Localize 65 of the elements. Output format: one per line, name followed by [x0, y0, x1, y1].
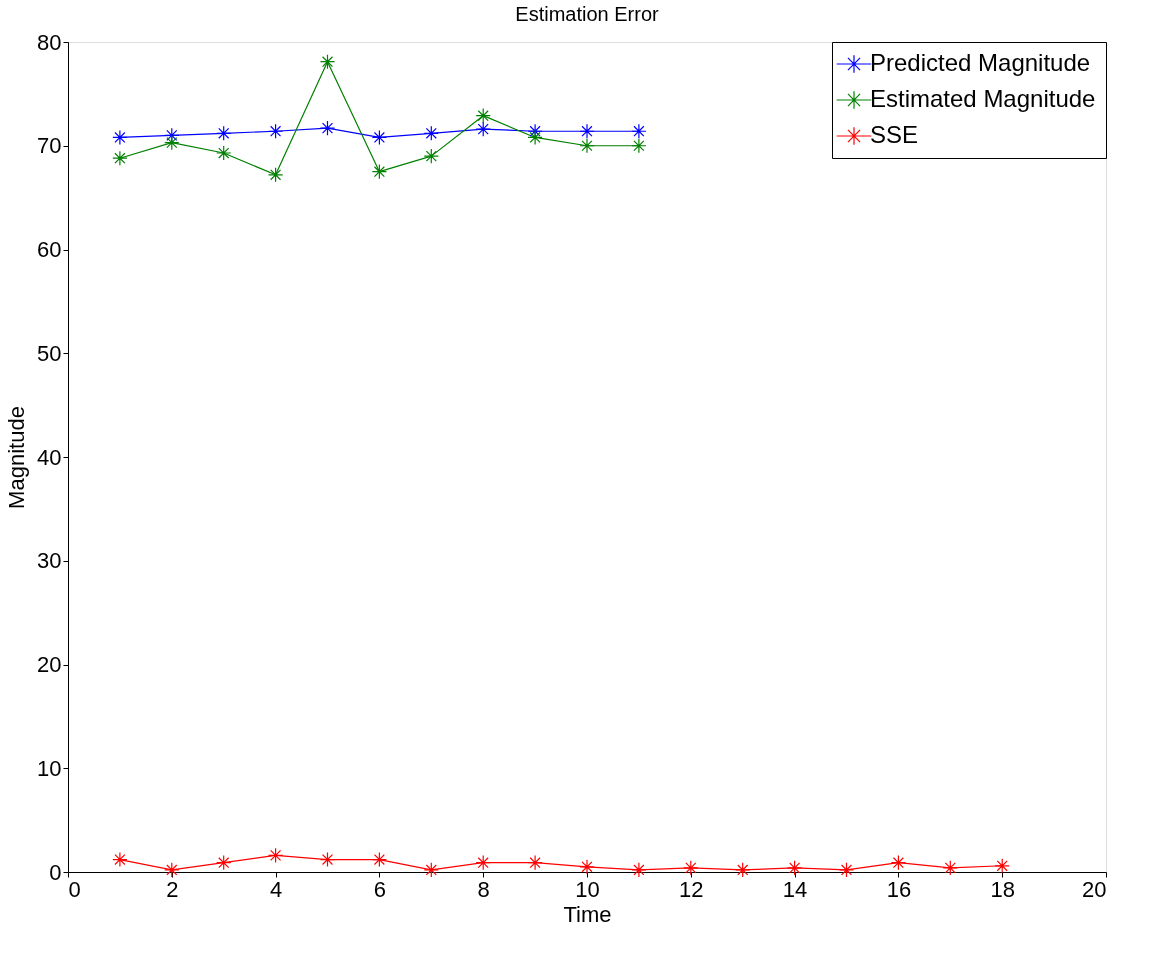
point — [267, 167, 284, 183]
y-tick-label: 10 — [37, 755, 62, 781]
x-tick-label: 4 — [269, 876, 283, 902]
x-tick-label: 8 — [477, 876, 490, 902]
y-tick-label: 20 — [37, 652, 62, 677]
point — [112, 129, 128, 146]
point — [579, 123, 595, 139]
point — [319, 120, 336, 136]
x-tick-label: 6 — [373, 876, 387, 902]
point — [631, 123, 647, 139]
point — [216, 125, 232, 141]
x-axis-title: Time — [563, 901, 612, 927]
y-tick-label: 60 — [37, 237, 62, 262]
point — [735, 862, 751, 878]
point — [423, 862, 439, 878]
x-tick-label: 20 — [1082, 876, 1107, 902]
point — [942, 860, 958, 876]
point — [216, 854, 232, 871]
legend-label: Estimated Magnitude — [870, 85, 1096, 112]
point — [683, 860, 699, 876]
legend-label: Predicted Magnitude — [870, 49, 1091, 76]
x-tick-label: 0 — [68, 876, 81, 902]
point — [475, 107, 491, 124]
point — [838, 862, 855, 878]
point — [164, 862, 180, 878]
point — [267, 847, 284, 864]
point — [786, 860, 803, 876]
point — [994, 858, 1010, 874]
point — [475, 121, 491, 137]
point — [631, 862, 647, 878]
y-tick-label: 70 — [37, 133, 62, 159]
x-tick-label: 12 — [679, 876, 704, 902]
point — [579, 138, 595, 154]
legend-label: SSE — [870, 121, 919, 148]
point — [371, 851, 388, 868]
point — [423, 125, 439, 141]
y-tick-label: 80 — [37, 29, 62, 55]
point — [527, 123, 543, 139]
chart-title: Estimation Error — [515, 3, 660, 25]
point — [319, 851, 336, 868]
point — [319, 54, 336, 70]
y-tick-label: 40 — [37, 444, 62, 470]
point — [423, 148, 439, 164]
point — [579, 859, 595, 875]
point — [112, 150, 128, 166]
point — [267, 123, 284, 139]
point — [527, 129, 543, 146]
x-tick-label: 16 — [886, 876, 912, 902]
point — [631, 138, 647, 154]
point — [216, 145, 232, 161]
point — [164, 134, 180, 151]
x-tick-label: 14 — [782, 876, 808, 902]
point — [371, 164, 388, 180]
point — [371, 129, 388, 146]
y-axis-title: Magnitude — [4, 406, 30, 509]
x-tick-label: 10 — [575, 876, 600, 902]
point — [890, 854, 907, 871]
y-tick-label: 50 — [37, 340, 62, 366]
x-tick-label: 18 — [990, 876, 1015, 902]
y-tick-label: 0 — [49, 859, 62, 885]
y-tick-label: 30 — [37, 548, 62, 574]
point — [527, 854, 543, 871]
point — [475, 854, 491, 871]
point — [112, 851, 128, 868]
x-tick-label: 2 — [166, 876, 179, 902]
